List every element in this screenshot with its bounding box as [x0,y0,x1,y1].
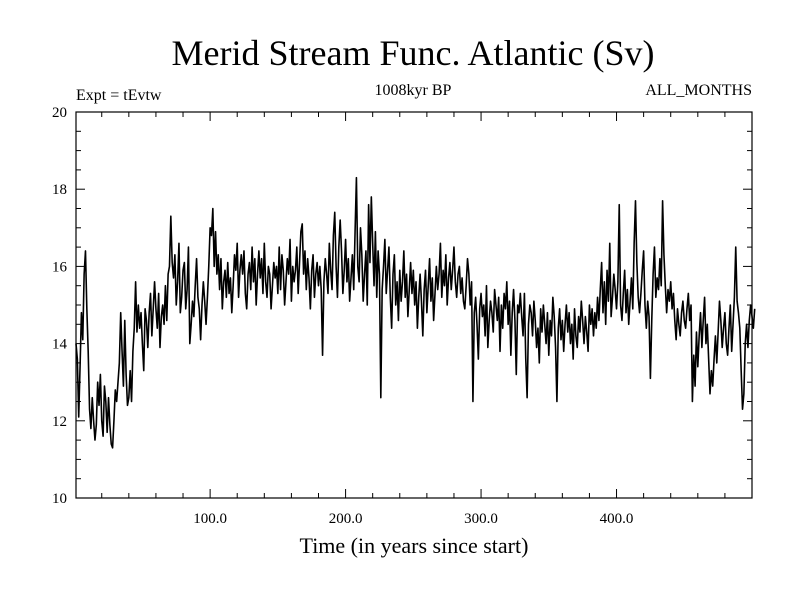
x-axis-label: Time (in years since start) [300,533,529,558]
y-tick-label: 12 [52,414,67,430]
y-tick-label: 14 [52,337,68,353]
experiment-label: Expt = tEvtw [76,87,162,104]
x-tick-label: 400.0 [600,511,634,527]
plot-frame [75,111,753,499]
y-tick-label: 16 [52,259,68,275]
y-tick-label: 18 [52,182,67,198]
time-period-label: 1008kyr BP [375,82,452,99]
series-line [75,176,756,449]
chart-title: Merid Stream Func. Atlantic (Sv) [172,33,655,73]
x-tick-label: 100.0 [193,511,227,527]
y-tick-label: 10 [52,491,67,507]
y-axis-tick-labels: 10 12 14 16 18 20 [52,105,68,507]
months-label: ALL_MONTHS [645,82,752,99]
x-tick-label: 300.0 [464,511,498,527]
x-tick-label: 200.0 [329,511,363,527]
x-axis-ticks [101,112,726,498]
x-axis-tick-labels: 100.0 200.0 300.0 400.0 [193,511,633,527]
y-tick-label: 20 [52,105,67,121]
